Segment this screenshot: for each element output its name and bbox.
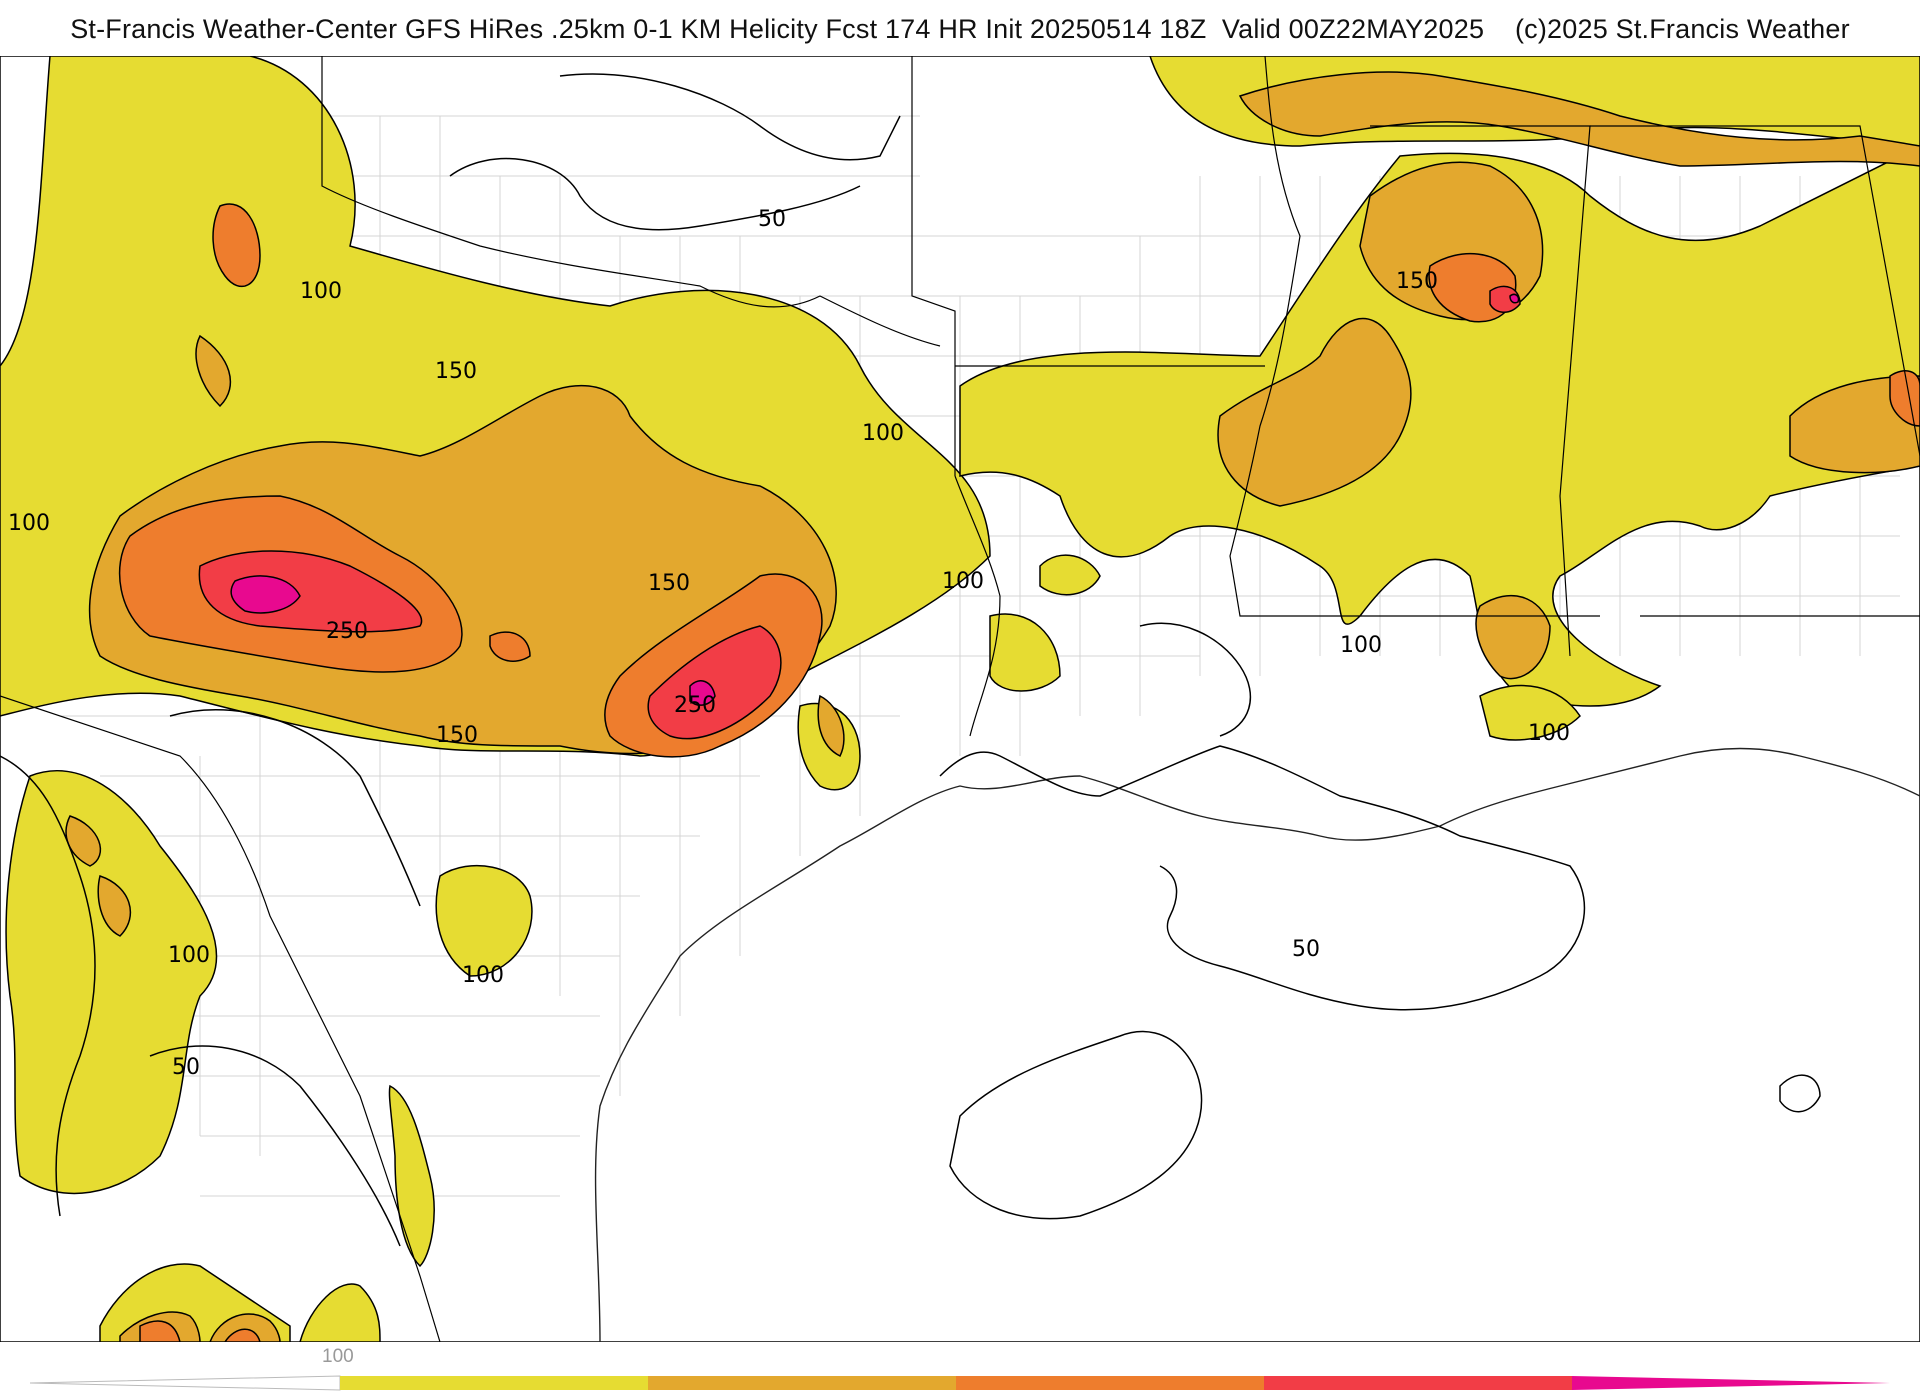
- contour-label-100: 100: [1528, 721, 1570, 746]
- coastline: [594, 747, 1920, 1342]
- contour-lines: [0, 73, 1821, 1247]
- colorbar-segment-1: [340, 1376, 648, 1390]
- colorbar-under-triangle: [30, 1375, 341, 1391]
- contour-label-50: 50: [1292, 937, 1320, 962]
- state-borders: [0, 56, 1920, 1342]
- contour-label-100: 100: [300, 279, 342, 304]
- colorbar-over-triangle: [1572, 1376, 1890, 1390]
- colorbar-segment-4: [1264, 1376, 1572, 1390]
- contour-label-100: 100: [862, 421, 904, 446]
- contour-label-100: 100: [1340, 633, 1382, 658]
- helicity-fills: [0, 56, 1920, 1342]
- map-title: St-Francis Weather-Center GFS HiRes .25k…: [70, 14, 1850, 44]
- contour-label-100: 100: [168, 943, 210, 968]
- contour-label-150: 150: [436, 723, 478, 748]
- contour-label-250: 250: [674, 693, 716, 718]
- colorbar-segment-3: [956, 1376, 1264, 1390]
- colorbar-segment-2: [648, 1376, 956, 1390]
- colorbar-label: 100: [322, 1346, 354, 1367]
- contour-label-50: 50: [172, 1055, 200, 1080]
- contour-label-100: 100: [462, 963, 504, 988]
- contour-label-150: 150: [435, 359, 477, 384]
- contour-label-100: 100: [8, 511, 50, 536]
- colorbar: [30, 1375, 1890, 1391]
- contour-label-150: 150: [1396, 269, 1438, 294]
- helicity-map: 50 100 150 100 100 250 150 150 250 150 1…: [0, 56, 1920, 1342]
- contour-label-50: 50: [758, 207, 786, 232]
- contour-label-250: 250: [326, 619, 368, 644]
- fill-300-plus: [230, 293, 1520, 706]
- contour-label-150: 150: [648, 571, 690, 596]
- contour-label-100: 100: [942, 569, 984, 594]
- contour-labels: 50 100 150 100 100 250 150 150 250 150 1…: [8, 207, 1570, 1080]
